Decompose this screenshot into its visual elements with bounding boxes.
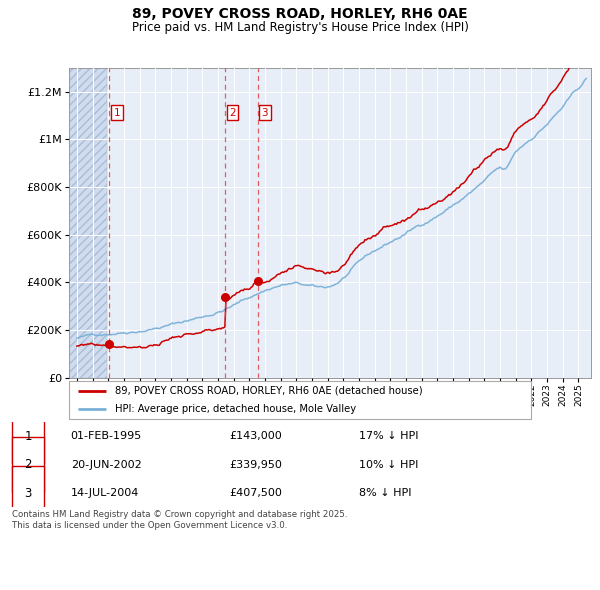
Text: 1: 1 <box>24 430 32 442</box>
Text: 10% ↓ HPI: 10% ↓ HPI <box>359 460 418 470</box>
Text: 01-FEB-1995: 01-FEB-1995 <box>71 431 142 441</box>
Text: 20-JUN-2002: 20-JUN-2002 <box>71 460 142 470</box>
Text: 14-JUL-2004: 14-JUL-2004 <box>71 488 139 498</box>
Text: 17% ↓ HPI: 17% ↓ HPI <box>359 431 418 441</box>
Text: Contains HM Land Registry data © Crown copyright and database right 2025.
This d: Contains HM Land Registry data © Crown c… <box>12 510 347 530</box>
Text: £407,500: £407,500 <box>229 488 283 498</box>
Text: 2: 2 <box>24 458 32 471</box>
Bar <box>12 466 44 520</box>
Text: HPI: Average price, detached house, Mole Valley: HPI: Average price, detached house, Mole… <box>115 404 356 414</box>
Bar <box>12 409 44 464</box>
Text: £339,950: £339,950 <box>229 460 283 470</box>
Text: Price paid vs. HM Land Registry's House Price Index (HPI): Price paid vs. HM Land Registry's House … <box>131 21 469 34</box>
Text: 89, POVEY CROSS ROAD, HORLEY, RH6 0AE (detached house): 89, POVEY CROSS ROAD, HORLEY, RH6 0AE (d… <box>115 386 423 396</box>
Text: 3: 3 <box>262 108 268 118</box>
Text: £143,000: £143,000 <box>229 431 282 441</box>
Text: 3: 3 <box>25 487 32 500</box>
Bar <box>12 437 44 492</box>
Text: 89, POVEY CROSS ROAD, HORLEY, RH6 0AE: 89, POVEY CROSS ROAD, HORLEY, RH6 0AE <box>132 7 468 21</box>
Text: 8% ↓ HPI: 8% ↓ HPI <box>359 488 412 498</box>
Text: 2: 2 <box>229 108 236 118</box>
Bar <box>69 68 107 378</box>
Text: 1: 1 <box>113 108 120 118</box>
